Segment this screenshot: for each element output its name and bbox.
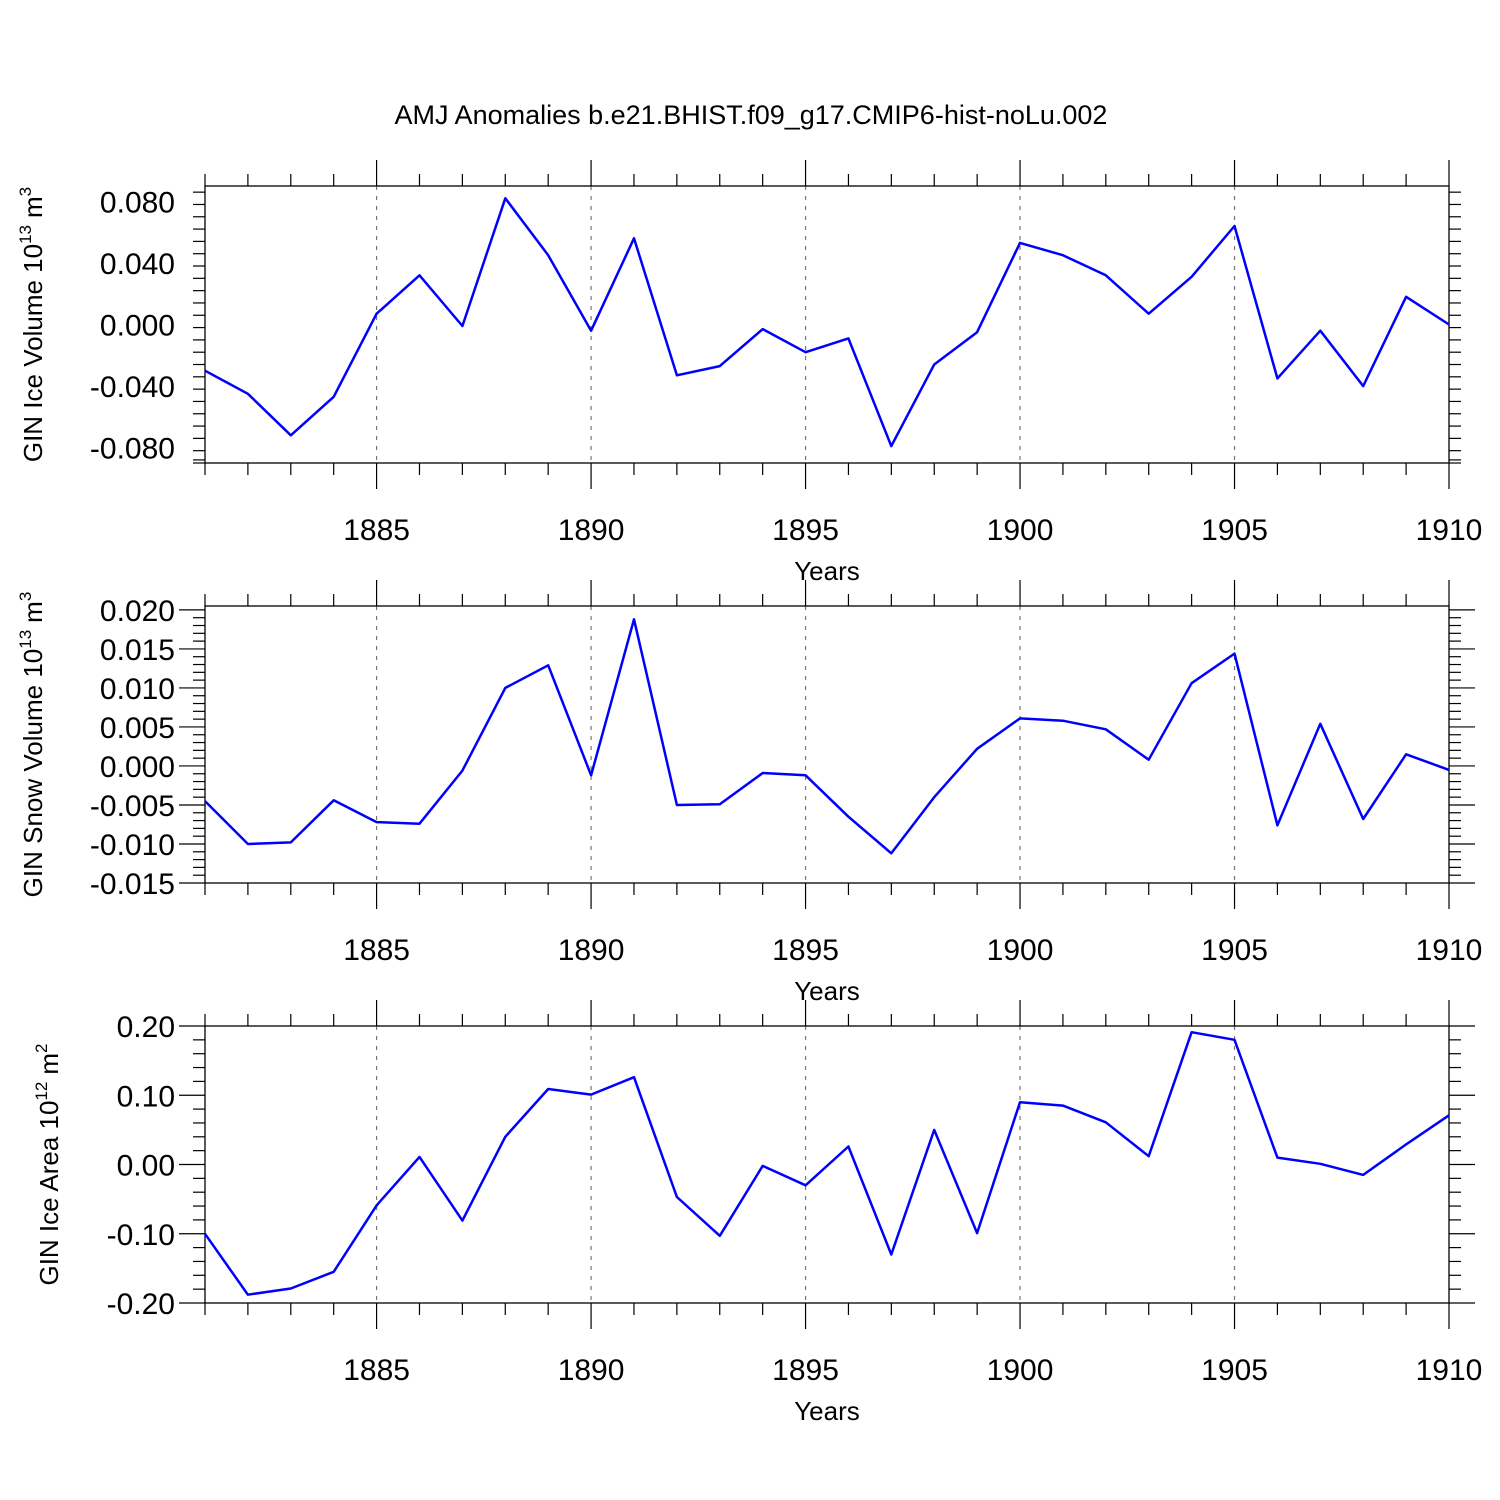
y-tick-label: 0.020: [100, 595, 175, 628]
x-tick-label: 1895: [772, 1354, 839, 1387]
y-axis-label-base: GIN Ice Area 10: [34, 1101, 64, 1286]
y-tick-label: 0.015: [100, 634, 175, 667]
y-axis-label-unit: m: [18, 196, 48, 218]
ice-volume-panel: -0.080 -0.040 0.000 0.040 0.080 1885 1890 1895 1…: [16, 160, 1482, 586]
x-tick-label: 1885: [343, 934, 410, 967]
y-tick-label: -0.20: [107, 1288, 175, 1321]
y-axis-label-base: GIN Ice Volume 10: [18, 244, 48, 462]
x-tick-label: 1910: [1416, 514, 1483, 547]
snow-volume-panel: -0.015 -0.010 -0.005 0.000 0.005 0.010 0.015 0.…: [16, 580, 1482, 1006]
y-tick-label: -0.040: [90, 371, 175, 404]
y-tick-label: 0.040: [100, 248, 175, 281]
x-tick-label: 1885: [343, 514, 410, 547]
x-tick-label: 1890: [558, 514, 625, 547]
y-tick-label: 0.000: [100, 751, 175, 784]
y-tick-label: 0.10: [117, 1080, 175, 1113]
y-axis-label-exponent: 12: [32, 1082, 51, 1101]
x-tick-label: 1905: [1201, 934, 1268, 967]
x-axis-label: Years: [794, 976, 860, 1006]
x-tick-label: 1885: [343, 1354, 410, 1387]
y-tick-label: 0.010: [100, 673, 175, 706]
x-tick-label: 1890: [558, 934, 625, 967]
series-line: [203, 1030, 1450, 1296]
x-tick-label: 1910: [1416, 934, 1483, 967]
series-line: [204, 197, 1450, 448]
y-tick-label: -0.10: [107, 1219, 175, 1252]
y-axis-label-unit-exponent: 2: [32, 1043, 51, 1052]
x-tick-label: 1900: [987, 514, 1054, 547]
x-tick-label: 1900: [987, 934, 1054, 967]
y-axis-label: GIN Ice Volume 1013 m3: [16, 187, 48, 462]
y-tick-label: -0.015: [90, 868, 175, 901]
x-tick-label: 1905: [1201, 1354, 1268, 1387]
y-axis-label: GIN Ice Area 1012 m2: [32, 1043, 64, 1285]
y-tick-label: 0.20: [117, 1011, 175, 1044]
y-axis-label-base: GIN Snow Volume 10: [18, 649, 48, 898]
y-axis-label-unit-exponent: 3: [16, 187, 35, 196]
y-axis-label-unit: m: [18, 601, 48, 623]
series-line: [204, 618, 1450, 855]
y-axis-label-unit-exponent: 3: [16, 592, 35, 601]
x-tick-label: 1910: [1416, 1354, 1483, 1387]
y-tick-label: -0.080: [90, 433, 175, 466]
y-tick-label: 0.00: [117, 1150, 175, 1183]
x-tick-label: 1905: [1201, 514, 1268, 547]
plot-frame: [204, 605, 1450, 884]
y-tick-label: -0.010: [90, 829, 175, 862]
y-tick-label: 0.000: [100, 310, 175, 343]
y-axis-label: GIN Snow Volume 1013 m3: [16, 592, 48, 898]
y-tick-label: 0.080: [100, 186, 175, 219]
y-tick-label: -0.005: [90, 790, 175, 823]
y-axis-label-unit: m: [34, 1053, 64, 1075]
ice-area-panel: -0.20 -0.10 0.00 0.10 0.20 1885 1890 1895 1900 19…: [32, 1000, 1482, 1426]
x-tick-label: 1890: [558, 1354, 625, 1387]
chart-title: AMJ Anomalies b.e21.BHIST.f09_g17.CMIP6-…: [395, 100, 1108, 130]
y-axis-label-exponent: 13: [16, 630, 35, 649]
x-tick-label: 1900: [987, 1354, 1054, 1387]
x-axis-label: Years: [794, 556, 860, 586]
x-tick-label: 1895: [772, 514, 839, 547]
x-axis-label: Years: [794, 1396, 860, 1426]
y-axis-label-exponent: 13: [16, 225, 35, 244]
y-tick-label: 0.005: [100, 712, 175, 745]
x-tick-label: 1895: [772, 934, 839, 967]
